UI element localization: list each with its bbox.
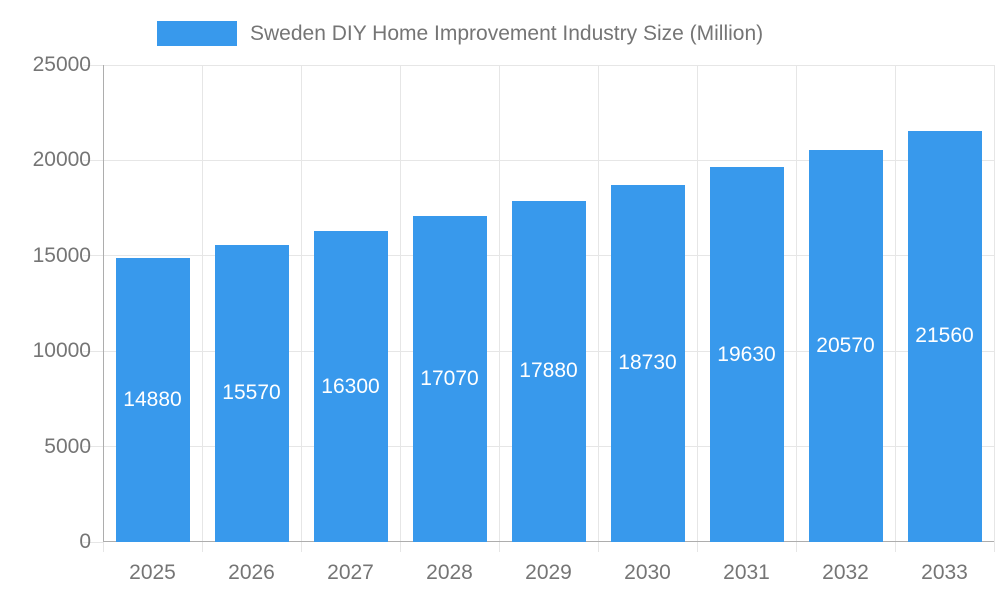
bar-value-label: 17880 [519,359,578,383]
x-tick [300,542,302,552]
x-tick [597,542,599,552]
bar: 17070 [412,216,487,542]
bar: 14880 [115,258,190,542]
bar: 18730 [610,184,685,542]
plot-area: 14880 15570 16300 17070 17880 18730 19630 20570… [83,64,995,552]
x-tick [993,542,995,552]
v-gridline [696,65,698,542]
y-tick [83,350,103,352]
bar-value-label: 15570 [222,381,281,405]
x-tick-label: 2026 [228,561,275,584]
y-tick-label: 25000 [32,53,91,76]
h-gridline [103,64,994,66]
y-tick-label: 10000 [32,339,91,363]
bar-value-label: 20570 [816,333,875,357]
y-tick [83,255,103,257]
x-tick-label: 2027 [327,561,374,584]
bar-value-label: 14880 [123,388,182,412]
bar: 19630 [709,167,784,542]
x-tick-label: 2031 [723,561,770,584]
x-tick [894,542,896,552]
bar-value-label: 16300 [321,374,380,398]
bar-value-label: 19630 [717,342,776,366]
x-tick-label: 2029 [525,561,572,584]
h-gridline [103,159,994,161]
v-gridline [201,65,203,542]
x-tick [102,542,104,552]
x-tick-label: 2025 [129,561,176,584]
v-gridline [399,65,401,542]
v-gridline [795,65,797,542]
bar-value-label: 18730 [618,351,677,375]
legend: Sweden DIY Home Improvement Industry Siz… [157,20,763,47]
x-tick-label: 2030 [624,561,671,584]
x-tick-label: 2028 [426,561,473,584]
y-tick [83,446,103,448]
y-axis-line [103,65,104,542]
y-tick-label: 15000 [32,243,91,267]
bar: 17880 [511,200,586,542]
x-tick [696,542,698,552]
v-gridline [894,65,896,542]
bar: 21560 [907,130,982,542]
bar: 20570 [808,149,883,542]
legend-label: Sweden DIY Home Improvement Industry Siz… [250,22,764,45]
bar: 15570 [214,244,289,542]
y-tick-label: 0 [79,530,91,553]
v-gridline [597,65,599,542]
bar-value-label: 21560 [915,324,974,348]
x-tick-label: 2033 [921,561,968,584]
bar: 16300 [313,231,388,542]
x-tick [795,542,797,552]
y-tick-label: 20000 [32,148,91,172]
v-gridline [300,65,302,542]
x-tick [498,542,500,552]
y-tick [83,541,103,543]
x-tick [399,542,401,552]
y-tick [83,64,103,66]
x-tick-label: 2032 [822,561,869,584]
bar-value-label: 17070 [420,367,479,391]
y-tick [83,159,103,161]
y-tick-label: 5000 [44,434,91,458]
legend-swatch-icon [157,21,237,46]
v-gridline [498,65,500,542]
x-tick [201,542,203,552]
v-gridline [993,65,995,542]
